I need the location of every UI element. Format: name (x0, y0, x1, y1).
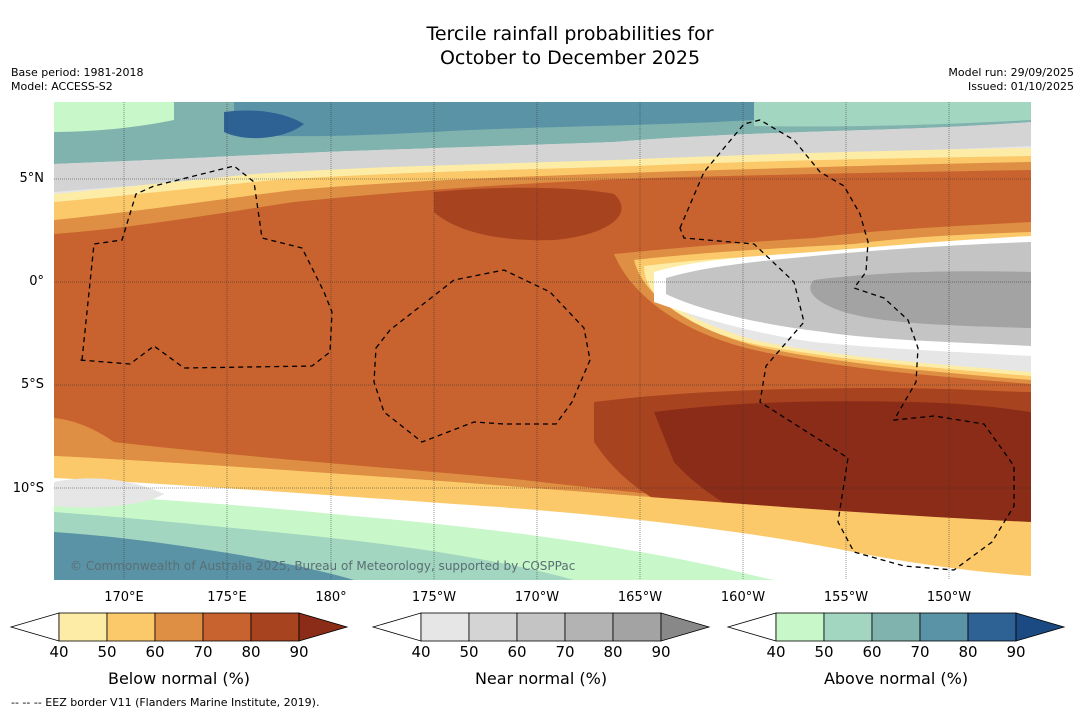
colorbar-extend-high (660, 612, 711, 642)
map-title: Tercile rainfall probabilities for Octob… (0, 22, 1085, 70)
model-run: Model run: 29/09/2025 (948, 66, 1074, 79)
colorbar-title-near: Near normal (%) (474, 669, 608, 688)
colorbar-tick-label: 50 (814, 643, 834, 661)
colorbar-tick-label: 90 (1006, 643, 1026, 661)
lat-label-0: 0° (29, 274, 44, 289)
near-normal-sw-patch (54, 478, 164, 508)
below-normal-80-a (434, 187, 622, 241)
colorbar-tick-label: 40 (411, 643, 431, 661)
colorbar-tick-label: 50 (97, 643, 117, 661)
colorbar-extend-low (9, 612, 60, 642)
above-normal-south-80 (54, 532, 354, 580)
lon-label-170e: 170°E (104, 590, 144, 605)
map-svg (54, 102, 1031, 580)
colorbar-tick-label: 50 (459, 643, 479, 661)
title-line-1: Tercile rainfall probabilities for (426, 23, 714, 45)
colorbar-tick-label: 60 (862, 643, 882, 661)
above-normal-strongest-north (224, 110, 304, 139)
eez-legend-note: -- -- -- EEZ border V11 (Flanders Marine… (11, 696, 320, 709)
colorbar-tick-label: 80 (603, 643, 623, 661)
colorbar-tick-label: 60 (507, 643, 527, 661)
lat-label-5n: 5°N (19, 171, 45, 186)
colorbar-tick-label: 70 (193, 643, 213, 661)
colorbar-cell (919, 612, 969, 642)
colorbar-extend-high (1015, 612, 1066, 642)
eez-border-phoenix (373, 269, 591, 443)
colorbar-cell (202, 612, 252, 642)
colorbar-tick-label: 40 (766, 643, 786, 661)
lon-label-175w: 175°W (411, 590, 457, 605)
eez-borders (79, 119, 1015, 571)
lat-label-10s: 10°S (12, 481, 44, 496)
colorbar-cell (58, 612, 108, 642)
above-normal-light-nw (54, 102, 174, 132)
colorbar-near-normal (371, 612, 711, 642)
colorbar-tick-label: 60 (145, 643, 165, 661)
colorbar-cell (154, 612, 204, 642)
title-line-2: October to December 2025 (439, 47, 701, 69)
eez-border-kiribati-gilbert (79, 165, 333, 369)
colorbar-extend-low (726, 612, 777, 642)
copyright-note: © Commonwealth of Australia 2025, Bureau… (70, 559, 576, 573)
above-normal-light-ne (754, 102, 1031, 127)
colorbar-cell (106, 612, 156, 642)
model-name: Model: ACCESS-S2 (11, 80, 113, 93)
lat-label-5s: 5°S (20, 377, 44, 392)
colorbar-cell (516, 612, 566, 642)
lon-label-165w: 165°W (617, 590, 663, 605)
graticule (54, 102, 1031, 580)
colorbar-cell (612, 612, 662, 642)
eez-border-line-islands (679, 119, 1015, 571)
colorbar-cell (775, 612, 825, 642)
colorbar-tick-label: 40 (49, 643, 69, 661)
lon-label-180: 180° (315, 590, 347, 605)
colorbars-svg (9, 612, 1066, 642)
meta-right: Model run: 29/09/2025 Issued: 01/10/2025 (948, 66, 1074, 94)
colorbar-extend-high (298, 612, 349, 642)
lon-label-175e: 175°E (207, 590, 247, 605)
base-period: Base period: 1981-2018 (11, 66, 144, 79)
colorbar-cell (823, 612, 873, 642)
lon-label-155w: 155°W (823, 590, 869, 605)
colorbar-tick-label: 90 (651, 643, 671, 661)
colorbar-extend-low (371, 612, 422, 642)
meta-left: Base period: 1981-2018 Model: ACCESS-S2 (11, 66, 143, 94)
lon-label-160w: 160°W (720, 590, 766, 605)
colorbar-below-normal (9, 612, 349, 642)
colorbar-tick-label: 80 (241, 643, 261, 661)
above-normal-strong-north (234, 102, 754, 137)
colorbar-tick-label: 90 (289, 643, 309, 661)
colorbar-tick-label: 70 (555, 643, 575, 661)
lon-label-150w: 150°W (926, 590, 972, 605)
colorbar-title-below: Below normal (%) (107, 669, 251, 688)
colorbar-above-normal (726, 612, 1066, 642)
rainfall-map (54, 102, 1031, 580)
colorbar-tick-label: 70 (910, 643, 930, 661)
colorbar-cell (871, 612, 921, 642)
lon-label-170w: 170°W (514, 590, 560, 605)
colorbar-title-above: Above normal (%) (823, 669, 969, 688)
colorbar-tick-label: 80 (958, 643, 978, 661)
issued-date: Issued: 01/10/2025 (967, 80, 1074, 93)
colorbar-cell (468, 612, 518, 642)
colorbar-cell (564, 612, 614, 642)
colorbar-cell (250, 612, 300, 642)
colorbar-cell (420, 612, 470, 642)
near-normal-strong-east (810, 271, 1031, 328)
colorbar-cell (967, 612, 1017, 642)
